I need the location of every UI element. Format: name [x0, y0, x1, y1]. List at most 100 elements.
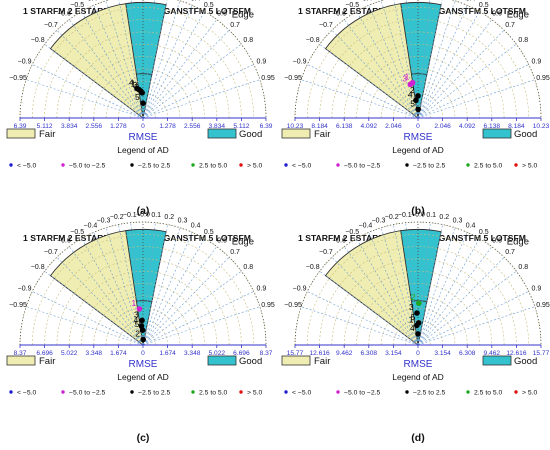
correlation-radial-gridline: [105, 0, 144, 119]
correlation-tick-label: 0.7: [230, 22, 240, 29]
rmse-arc-gridline: [130, 105, 156, 119]
correlation-radial-gridline: [142, 291, 254, 346]
correlation-radial-gridline: [356, 11, 419, 119]
ad-legend-label: > 5.0: [247, 163, 263, 170]
correlation-radial-gridline: [380, 0, 419, 119]
correlation-radial-gridline: [142, 0, 181, 119]
data-point-label: 5: [410, 98, 415, 108]
rmse-tick-label: 3.348: [184, 350, 201, 357]
ad-legend-marker: [61, 390, 65, 394]
correlation-tick-label: 0.4: [466, 0, 476, 2]
correlation-radial-gridline: [393, 0, 419, 119]
panel-a: 1 STARFM 2 ESTARFM 3 FSDAF 4 GANSTFM 5 L…: [6, 0, 275, 217]
ad-legend-marker: [130, 390, 134, 394]
correlation-tick-label: −0.8: [31, 264, 45, 271]
fair-legend-label: Fair: [39, 356, 55, 367]
good-legend-swatch: [207, 355, 237, 366]
correlation-radial-gridline: [142, 11, 205, 119]
correlation-tick-label: 0.8: [243, 264, 253, 271]
ad-legend-marker: [191, 163, 195, 167]
correlation-tick-label: 0.5: [204, 2, 214, 9]
correlation-tick-label: −0.95: [9, 302, 27, 309]
data-point-label: 3: [409, 302, 414, 312]
ad-legend-marker: [336, 390, 340, 394]
edge-label: Edge: [232, 10, 254, 21]
ad-legend-marker: [405, 163, 409, 167]
correlation-tick-label: −0.4: [83, 0, 97, 2]
rmse-tick-label: 8.184: [508, 123, 525, 130]
rmse-axis-label: RMSE: [404, 132, 433, 143]
fair-legend-label: Fair: [314, 129, 330, 140]
data-point: [415, 93, 421, 99]
correlation-tick-label: −0.95: [9, 75, 27, 82]
correlation-radial-gridline: [417, 238, 480, 346]
correlation-tick-label: −0.95: [284, 75, 302, 82]
correlation-tick-label: −0.0: [136, 211, 150, 218]
correlation-radial-gridline: [32, 64, 144, 119]
good-legend-swatch: [207, 128, 237, 139]
ad-legend-marker: [466, 390, 470, 394]
ad-legend-label: −2.5 to 2.5: [138, 390, 171, 397]
rmse-axis-label: RMSE: [129, 359, 158, 370]
good-legend-swatch: [482, 355, 512, 366]
ad-legend-label: −2.5 to 2.5: [413, 163, 446, 170]
panel-caption: (b): [411, 205, 424, 217]
good-legend-swatch: [482, 128, 512, 139]
correlation-tick-label: −0.1: [123, 212, 137, 219]
correlation-radial-gridline: [142, 43, 242, 119]
ad-legend-marker: [405, 390, 409, 394]
rmse-tick-label: 2.556: [184, 123, 201, 130]
data-point-label: 3: [133, 80, 138, 90]
correlation-radial-gridline: [417, 291, 529, 346]
rmse-tick-label: 4.092: [361, 123, 378, 130]
correlation-tick-label: −0.8: [306, 264, 320, 271]
correlation-tick-label: −0.6: [332, 238, 346, 245]
correlation-tick-label: 0.1: [426, 212, 436, 219]
correlation-radial-gridline: [93, 232, 144, 346]
ad-legend-marker: [61, 163, 65, 167]
rmse-arc-gridline: [294, 221, 542, 346]
rmse-tick-label: 15.77: [533, 350, 550, 357]
outer-arc: [19, 0, 267, 119]
ad-legend-title: Legend of AD: [392, 372, 444, 382]
correlation-tick-label: −0.9: [293, 286, 307, 293]
data-point-label: 2: [135, 329, 140, 339]
rmse-tick-label: 6.308: [361, 350, 378, 357]
ad-legend-label: 2.5 to 5.0: [474, 163, 503, 170]
rmse-tick-label: 10.23: [533, 123, 550, 130]
correlation-radial-gridline: [393, 224, 419, 346]
rmse-tick-label: 9.462: [336, 350, 353, 357]
rmse-tick-label: 0: [416, 350, 420, 357]
outer-arc: [294, 221, 542, 346]
correlation-radial-gridline: [81, 11, 144, 119]
correlation-radial-gridline: [142, 64, 254, 119]
correlation-radial-gridline: [142, 19, 218, 119]
correlation-tick-label: 0.95: [261, 302, 275, 309]
correlation-tick-label: −0.2: [385, 214, 399, 221]
correlation-tick-label: −0.5: [345, 229, 359, 236]
correlation-tick-label: 0.95: [261, 75, 275, 82]
ad-legend-label: −5.0 to −2.5: [344, 390, 381, 397]
ad-legend-marker: [514, 163, 518, 167]
correlation-tick-label: −0.4: [358, 0, 372, 2]
correlation-tick-label: 0.6: [217, 11, 227, 18]
data-point: [413, 97, 419, 104]
fair-legend-swatch: [6, 128, 36, 139]
correlation-tick-label: −0.8: [306, 37, 320, 44]
data-point-label: 5: [411, 312, 416, 322]
data-point: [407, 81, 414, 88]
correlation-tick-label: −0.3: [372, 218, 386, 225]
fair-legend-label: Fair: [314, 356, 330, 367]
rmse-tick-label: 5.112: [37, 123, 53, 130]
correlation-radial-gridline: [301, 306, 419, 346]
rmse-arc-gridline: [405, 332, 431, 346]
correlation-radial-gridline: [142, 224, 168, 346]
rmse-tick-label: 2.046: [385, 123, 402, 130]
fair-legend-swatch: [6, 355, 36, 366]
data-point-label: 5: [135, 319, 140, 329]
rmse-tick-label: 9.462: [484, 350, 501, 357]
correlation-radial-gridline: [118, 224, 144, 346]
correlation-tick-label: −0.5: [70, 229, 84, 236]
panel-caption: (a): [137, 205, 150, 217]
ad-legend-title: Legend of AD: [117, 145, 169, 155]
